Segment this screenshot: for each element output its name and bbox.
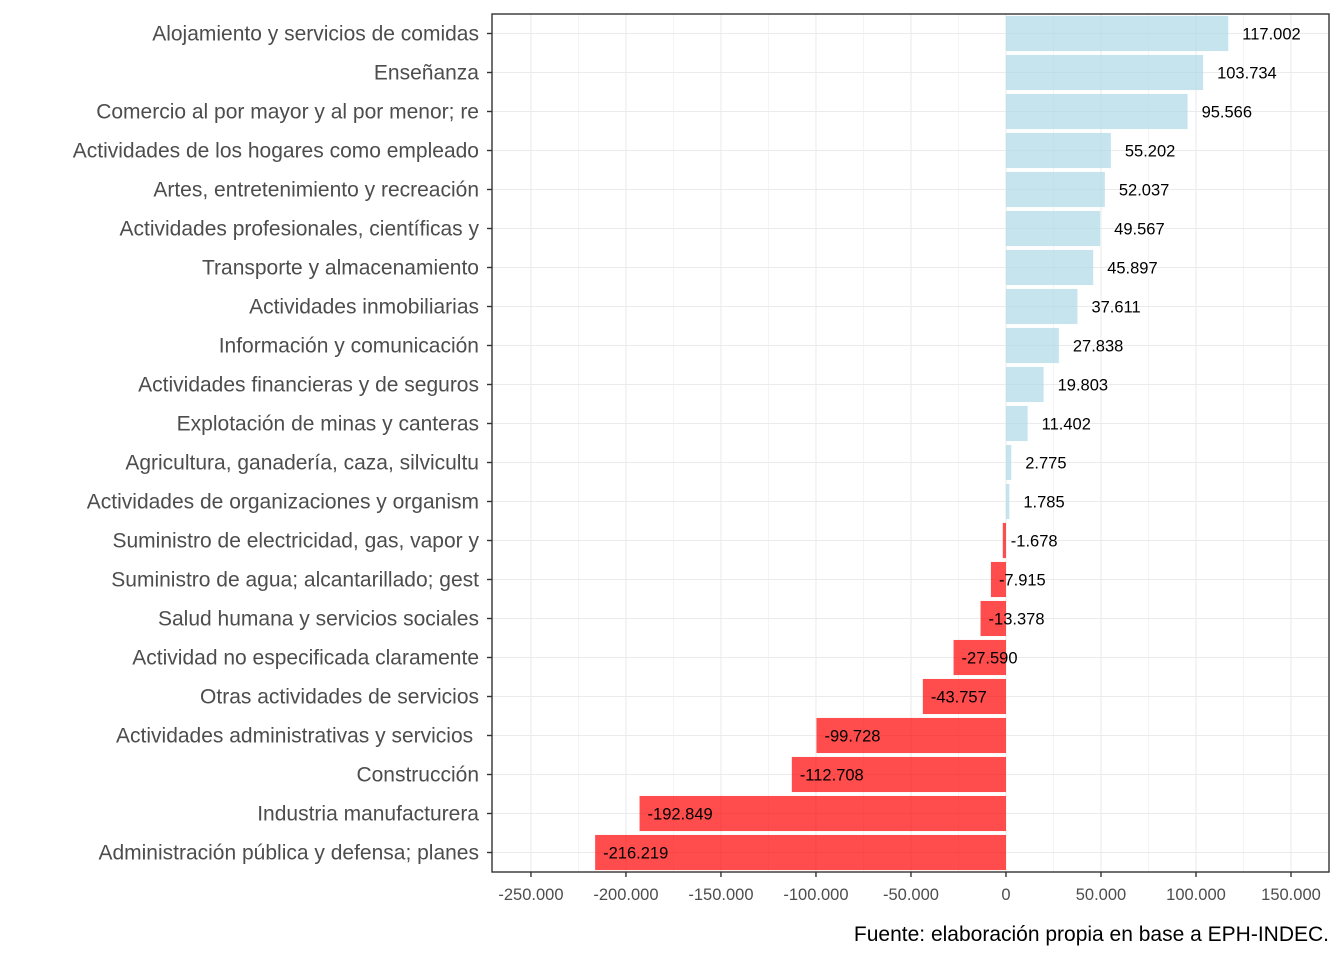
y-tick-label: Agricultura, ganadería, caza, silvicultu bbox=[125, 452, 479, 475]
x-tick-label: -50.000 bbox=[883, 886, 939, 904]
bar bbox=[1005, 54, 1204, 91]
x-tick-label: 100.000 bbox=[1166, 886, 1226, 904]
bar bbox=[1005, 132, 1111, 169]
y-tick-label: Construcción bbox=[356, 764, 479, 787]
bar bbox=[1005, 93, 1188, 130]
y-axis: Alojamiento y servicios de comidas Enseña… bbox=[73, 23, 492, 865]
x-tick-label: 150.000 bbox=[1261, 886, 1321, 904]
value-label: -27.590 bbox=[962, 650, 1018, 668]
y-tick-label: Industria manufacturera bbox=[257, 803, 479, 826]
x-tick-label: -150.000 bbox=[688, 886, 753, 904]
value-label: -1.678 bbox=[1011, 533, 1058, 551]
value-label: 37.611 bbox=[1091, 299, 1140, 317]
y-tick-label: Alojamiento y servicios de comidas bbox=[152, 23, 479, 46]
value-label: 19.803 bbox=[1058, 377, 1108, 395]
x-tick-label: -200.000 bbox=[593, 886, 658, 904]
value-label: 2.775 bbox=[1025, 455, 1066, 473]
y-tick-label: Comercio al por mayor y al por menor; re bbox=[96, 101, 479, 124]
y-tick-label: Actividades de organizaciones y organism bbox=[87, 491, 479, 514]
bar bbox=[922, 678, 1006, 715]
bar bbox=[1005, 366, 1044, 403]
value-label: -112.708 bbox=[800, 767, 864, 785]
value-label: 1.785 bbox=[1023, 494, 1064, 512]
y-tick-label: Actividades inmobiliarias bbox=[249, 296, 479, 319]
y-tick-label: Suministro de electricidad, gas, vapor y bbox=[112, 530, 479, 553]
y-tick-label: Suministro de agua; alcantarillado; gest bbox=[111, 569, 479, 592]
bar bbox=[816, 717, 1006, 754]
value-labels: 117.002 103.734 95.566 55.202 52.037 49.567 45… bbox=[603, 26, 1301, 863]
y-tick-label: Actividades de los hogares como empleado bbox=[73, 140, 479, 163]
bar bbox=[1002, 522, 1006, 559]
bar bbox=[1005, 288, 1078, 325]
y-tick-label: Transporte y almacenamiento bbox=[202, 257, 479, 280]
value-label: 95.566 bbox=[1202, 104, 1252, 122]
bar bbox=[791, 756, 1006, 793]
x-axis: -250.000 -200.000 -150.000 -100.000 -50.000 0… bbox=[498, 872, 1321, 904]
value-label: 45.897 bbox=[1107, 260, 1157, 278]
value-label: -99.728 bbox=[824, 728, 880, 746]
y-tick-label: Salud humana y servicios sociales bbox=[158, 608, 479, 631]
value-label: -43.757 bbox=[931, 689, 987, 707]
value-label: 49.567 bbox=[1114, 221, 1164, 239]
value-label: -192.849 bbox=[648, 806, 713, 824]
x-tick-label: 0 bbox=[1001, 886, 1010, 904]
x-tick-label: -100.000 bbox=[783, 886, 848, 904]
y-tick-label: Artes, entretenimiento y recreación bbox=[153, 179, 479, 202]
value-label: 11.402 bbox=[1042, 416, 1091, 434]
major-gridlines bbox=[492, 14, 1329, 872]
value-label: 117.002 bbox=[1242, 26, 1300, 44]
bar bbox=[1005, 171, 1105, 208]
value-label: 52.037 bbox=[1119, 182, 1169, 200]
bar bbox=[1005, 444, 1012, 481]
value-label: -13.378 bbox=[989, 611, 1045, 629]
bar bbox=[1005, 483, 1010, 520]
y-tick-label: Otras actividades de servicios bbox=[200, 686, 479, 709]
y-tick-label: Enseñanza bbox=[374, 62, 479, 85]
value-label: -216.219 bbox=[603, 845, 668, 863]
bar bbox=[980, 600, 1006, 637]
value-label: -7.915 bbox=[999, 572, 1046, 590]
bar bbox=[1005, 249, 1094, 286]
y-tick-label: Información y comunicación bbox=[219, 335, 479, 358]
bar bbox=[990, 561, 1006, 598]
y-tick-label: Actividades financieras y de seguros bbox=[138, 374, 479, 397]
bar bbox=[595, 834, 1006, 871]
y-tick-label: Administración pública y defensa; planes bbox=[98, 842, 479, 865]
bar bbox=[1005, 327, 1059, 364]
bar bbox=[1005, 210, 1101, 247]
y-tick-label: Explotación de minas y canteras bbox=[177, 413, 479, 436]
bars bbox=[595, 15, 1229, 871]
value-label: 103.734 bbox=[1217, 65, 1277, 83]
bar bbox=[1005, 15, 1229, 52]
chart-caption: Fuente: elaboración propia en base a EPH… bbox=[854, 923, 1329, 946]
bar bbox=[639, 795, 1006, 832]
x-tick-label: -250.000 bbox=[498, 886, 563, 904]
bar bbox=[1005, 405, 1028, 442]
bar bbox=[953, 639, 1006, 676]
y-tick-label: Actividades administrativas y servicios bbox=[116, 725, 479, 748]
x-tick-label: 50.000 bbox=[1076, 886, 1126, 904]
value-label: 55.202 bbox=[1125, 143, 1175, 161]
y-tick-label: Actividades profesionales, científicas y bbox=[119, 218, 479, 241]
value-label: 27.838 bbox=[1073, 338, 1123, 356]
y-tick-label: Actividad no especificada claramente bbox=[132, 647, 479, 670]
